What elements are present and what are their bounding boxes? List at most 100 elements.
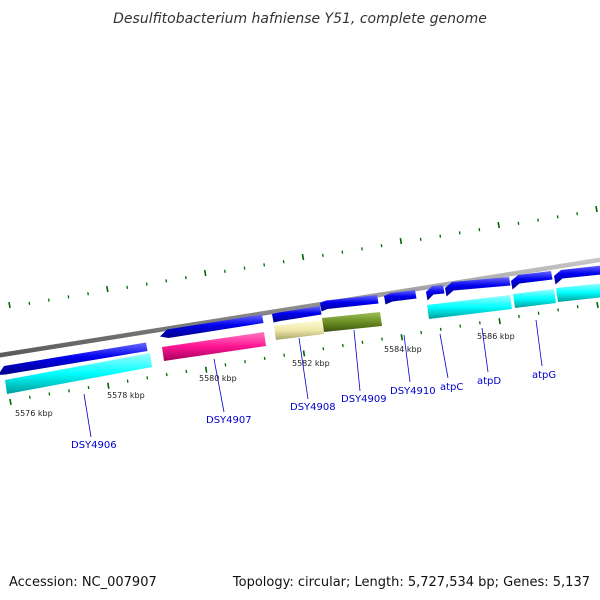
major-tick bbox=[302, 350, 306, 357]
minor-tick bbox=[419, 237, 422, 241]
major-tick bbox=[498, 318, 501, 325]
minor-tick bbox=[576, 305, 579, 309]
minor-tick bbox=[244, 360, 246, 364]
minor-tick bbox=[184, 276, 187, 280]
minor-tick bbox=[283, 353, 286, 357]
minor-tick bbox=[361, 340, 364, 344]
major-tick bbox=[106, 285, 109, 293]
minor-tick bbox=[146, 376, 149, 380]
feature-dsy4907[interactable] bbox=[162, 332, 266, 361]
gene-arrow-next[interactable] bbox=[554, 265, 600, 285]
minor-tick bbox=[478, 321, 481, 325]
leader-line bbox=[535, 319, 543, 367]
minor-tick bbox=[47, 298, 50, 302]
minor-tick bbox=[282, 260, 285, 264]
gene-arrow-dsy4909[interactable] bbox=[320, 295, 379, 312]
gene-arrow-atpg[interactable] bbox=[511, 271, 553, 290]
gene-arrow-dsy4908[interactable] bbox=[272, 306, 322, 323]
leader-line bbox=[439, 333, 449, 379]
major-tick bbox=[204, 366, 208, 373]
minor-tick bbox=[459, 324, 462, 328]
feature-dsy4908[interactable] bbox=[274, 320, 324, 340]
leader-line bbox=[298, 337, 309, 400]
leader-line bbox=[403, 334, 411, 383]
feature-dsy4909[interactable] bbox=[322, 312, 382, 332]
minor-tick bbox=[380, 244, 383, 248]
major-tick bbox=[8, 301, 11, 309]
minor-tick bbox=[321, 253, 324, 257]
minor-tick bbox=[557, 308, 560, 312]
cds-atpg[interactable] bbox=[556, 283, 600, 302]
minor-tick bbox=[361, 247, 363, 251]
major-tick bbox=[301, 253, 305, 261]
minor-tick bbox=[478, 228, 481, 232]
gene-labels: DSY4906 DSY4907 DSY4908 DSY4909 DSY4910 … bbox=[71, 319, 556, 451]
minor-tick bbox=[322, 347, 325, 351]
minor-tick bbox=[224, 269, 226, 273]
minor-tick bbox=[458, 231, 461, 235]
cds-dsy4906[interactable] bbox=[5, 353, 152, 394]
minor-tick bbox=[537, 311, 540, 315]
minor-tick bbox=[28, 301, 31, 305]
minor-tick bbox=[341, 250, 344, 254]
minor-tick bbox=[517, 221, 520, 225]
cds-atpc[interactable] bbox=[427, 295, 512, 319]
minor-tick bbox=[263, 263, 266, 267]
gene-label-atpg[interactable]: atpG bbox=[532, 370, 556, 381]
minor-tick bbox=[381, 337, 383, 341]
gene-label-dsy4909[interactable]: DSY4909 bbox=[341, 394, 387, 405]
minor-tick bbox=[165, 279, 168, 283]
tick-track-top bbox=[8, 205, 598, 309]
leader-line bbox=[83, 393, 92, 438]
feature-track bbox=[5, 283, 600, 394]
gene-label-dsy4910[interactable]: DSY4910 bbox=[390, 386, 436, 397]
minor-tick bbox=[185, 369, 188, 374]
tick-track-bottom bbox=[9, 301, 599, 406]
gene-label-dsy4907[interactable]: DSY4907 bbox=[206, 415, 252, 426]
gene-arrow-atpd[interactable] bbox=[445, 277, 511, 297]
minor-tick bbox=[28, 395, 31, 399]
minor-tick bbox=[537, 218, 539, 222]
minor-tick bbox=[87, 385, 90, 390]
major-tick bbox=[400, 334, 404, 341]
minor-tick bbox=[126, 379, 129, 383]
leader-line bbox=[481, 327, 489, 373]
minor-tick bbox=[243, 266, 246, 270]
minor-tick bbox=[224, 363, 227, 367]
minor-tick bbox=[126, 285, 129, 289]
forward-strand-track bbox=[0, 265, 600, 375]
gene-label-dsy4908[interactable]: DSY4908 bbox=[290, 402, 336, 413]
gene-arrow-dsy4910[interactable] bbox=[384, 290, 417, 305]
major-tick bbox=[107, 382, 110, 389]
major-tick bbox=[9, 398, 12, 406]
genome-summary-text: Topology: circular; Length: 5,727,534 bp… bbox=[232, 575, 590, 590]
scale-label: 5584 kbp bbox=[384, 345, 422, 354]
scale-label: 5582 kbp bbox=[292, 359, 330, 368]
scale-label: 5586 kbp bbox=[477, 332, 515, 341]
genome-backbone bbox=[0, 257, 600, 358]
gene-arrow-atpc[interactable] bbox=[426, 285, 445, 301]
minor-tick bbox=[263, 356, 266, 361]
major-tick bbox=[399, 237, 403, 245]
gene-arrow-dsy4907[interactable] bbox=[160, 314, 264, 339]
minor-tick bbox=[576, 212, 579, 216]
gene-label-atpc[interactable]: atpC bbox=[440, 382, 463, 393]
major-tick bbox=[203, 269, 207, 277]
minor-tick bbox=[48, 392, 51, 396]
gene-label-atpd[interactable]: atpD bbox=[477, 376, 501, 387]
minor-tick bbox=[67, 295, 70, 299]
minor-tick bbox=[420, 330, 423, 335]
scale-label: 5576 kbp bbox=[15, 409, 53, 418]
gene-arrow-dsy4906[interactable] bbox=[0, 342, 148, 376]
minor-tick bbox=[165, 372, 168, 377]
leader-line bbox=[213, 358, 225, 413]
minor-tick bbox=[439, 327, 442, 331]
major-tick bbox=[595, 205, 598, 213]
minor-tick bbox=[439, 234, 442, 238]
cds-atpd[interactable] bbox=[513, 289, 556, 308]
gene-label-dsy4906[interactable]: DSY4906 bbox=[71, 440, 117, 451]
accession-text: Accession: NC_007907 bbox=[9, 575, 157, 590]
minor-tick bbox=[87, 292, 89, 296]
minor-tick bbox=[341, 343, 344, 348]
